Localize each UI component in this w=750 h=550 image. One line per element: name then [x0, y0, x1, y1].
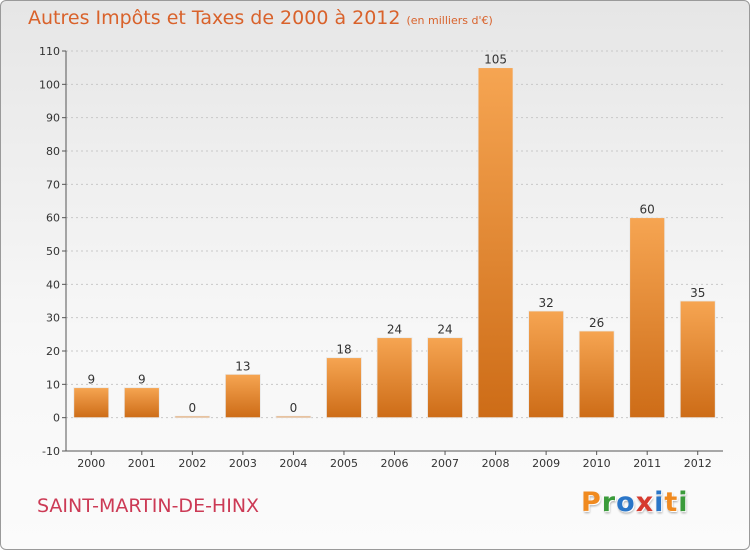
x-tick-label: 2003 [229, 457, 257, 470]
chart-title: Autres Impôts et Taxes de 2000 à 2012 (en… [28, 7, 493, 29]
bar-value-label: 32 [538, 296, 553, 310]
x-tick-label: 2009 [532, 457, 560, 470]
y-tick-label: 80 [46, 145, 60, 158]
bar [123, 387, 160, 419]
bar [174, 415, 211, 419]
logo-letter: i [678, 487, 689, 518]
bar-value-label: 60 [640, 203, 655, 217]
x-tick-label: 2012 [684, 457, 712, 470]
x-tick-label: 2007 [431, 457, 459, 470]
bar [679, 300, 716, 419]
y-tick-label: 60 [46, 212, 60, 225]
bar-value-label: 24 [437, 323, 452, 337]
x-tick-label: 2005 [330, 457, 358, 470]
logo-letter: i [654, 487, 665, 518]
commune-name: SAINT-MARTIN-DE-HINX [37, 495, 260, 517]
y-tick-label: 0 [53, 412, 60, 425]
bar [629, 217, 666, 419]
y-tick-label: 90 [46, 112, 60, 125]
logo-letter: t [664, 487, 679, 518]
bar-value-label: 9 [87, 373, 95, 387]
y-tick-label: 10 [46, 378, 60, 391]
y-tick-label: -10 [42, 445, 60, 458]
bar-value-label: 0 [290, 401, 298, 415]
bar [275, 415, 312, 419]
x-tick-label: 2006 [381, 457, 409, 470]
bar [427, 337, 463, 419]
bar-value-label: 105 [484, 53, 507, 67]
bar [528, 310, 565, 419]
bar-value-label: 18 [336, 343, 351, 357]
bar-value-label: 26 [589, 316, 604, 330]
x-tick-label: 2010 [583, 457, 611, 470]
bar-value-label: 35 [690, 286, 705, 300]
bar-chart: -10 0 10 20 30 40 50 60 70 80 90 100 110 9 2000 9 2001 0 2… [39, 45, 723, 470]
y-tick-label: 50 [46, 245, 60, 258]
bar [224, 373, 261, 419]
bar-value-label: 9 [138, 373, 146, 387]
y-tick-label: 100 [39, 78, 60, 91]
x-tick-label: 2001 [128, 457, 156, 470]
x-tick-label: 2004 [279, 457, 307, 470]
logo-letter: x [635, 487, 655, 518]
bar [326, 357, 362, 419]
y-tick-label: 110 [39, 45, 60, 58]
bar [73, 387, 110, 419]
proxiti-logo: Proxiti [581, 487, 689, 518]
logo-letter: o [616, 487, 636, 518]
chart-subtitle: (en milliers d'€) [406, 14, 493, 27]
y-tick-label: 30 [46, 312, 60, 325]
bar [477, 67, 514, 419]
bar [376, 337, 413, 419]
logo-letter: P [581, 487, 602, 518]
bar-value-label: 0 [189, 401, 197, 415]
y-tick-label: 20 [46, 345, 60, 358]
x-tick-label: 2008 [482, 457, 510, 470]
y-tick-label: 70 [46, 178, 60, 191]
bar-value-label: 13 [235, 359, 250, 373]
x-tick-label: 2000 [77, 457, 105, 470]
logo-letter: r [601, 487, 617, 518]
bar-value-label: 24 [387, 323, 402, 337]
y-tick-label: 40 [46, 278, 60, 291]
x-tick-label: 2002 [178, 457, 206, 470]
x-tick-label: 2011 [633, 457, 661, 470]
bar [578, 330, 615, 419]
